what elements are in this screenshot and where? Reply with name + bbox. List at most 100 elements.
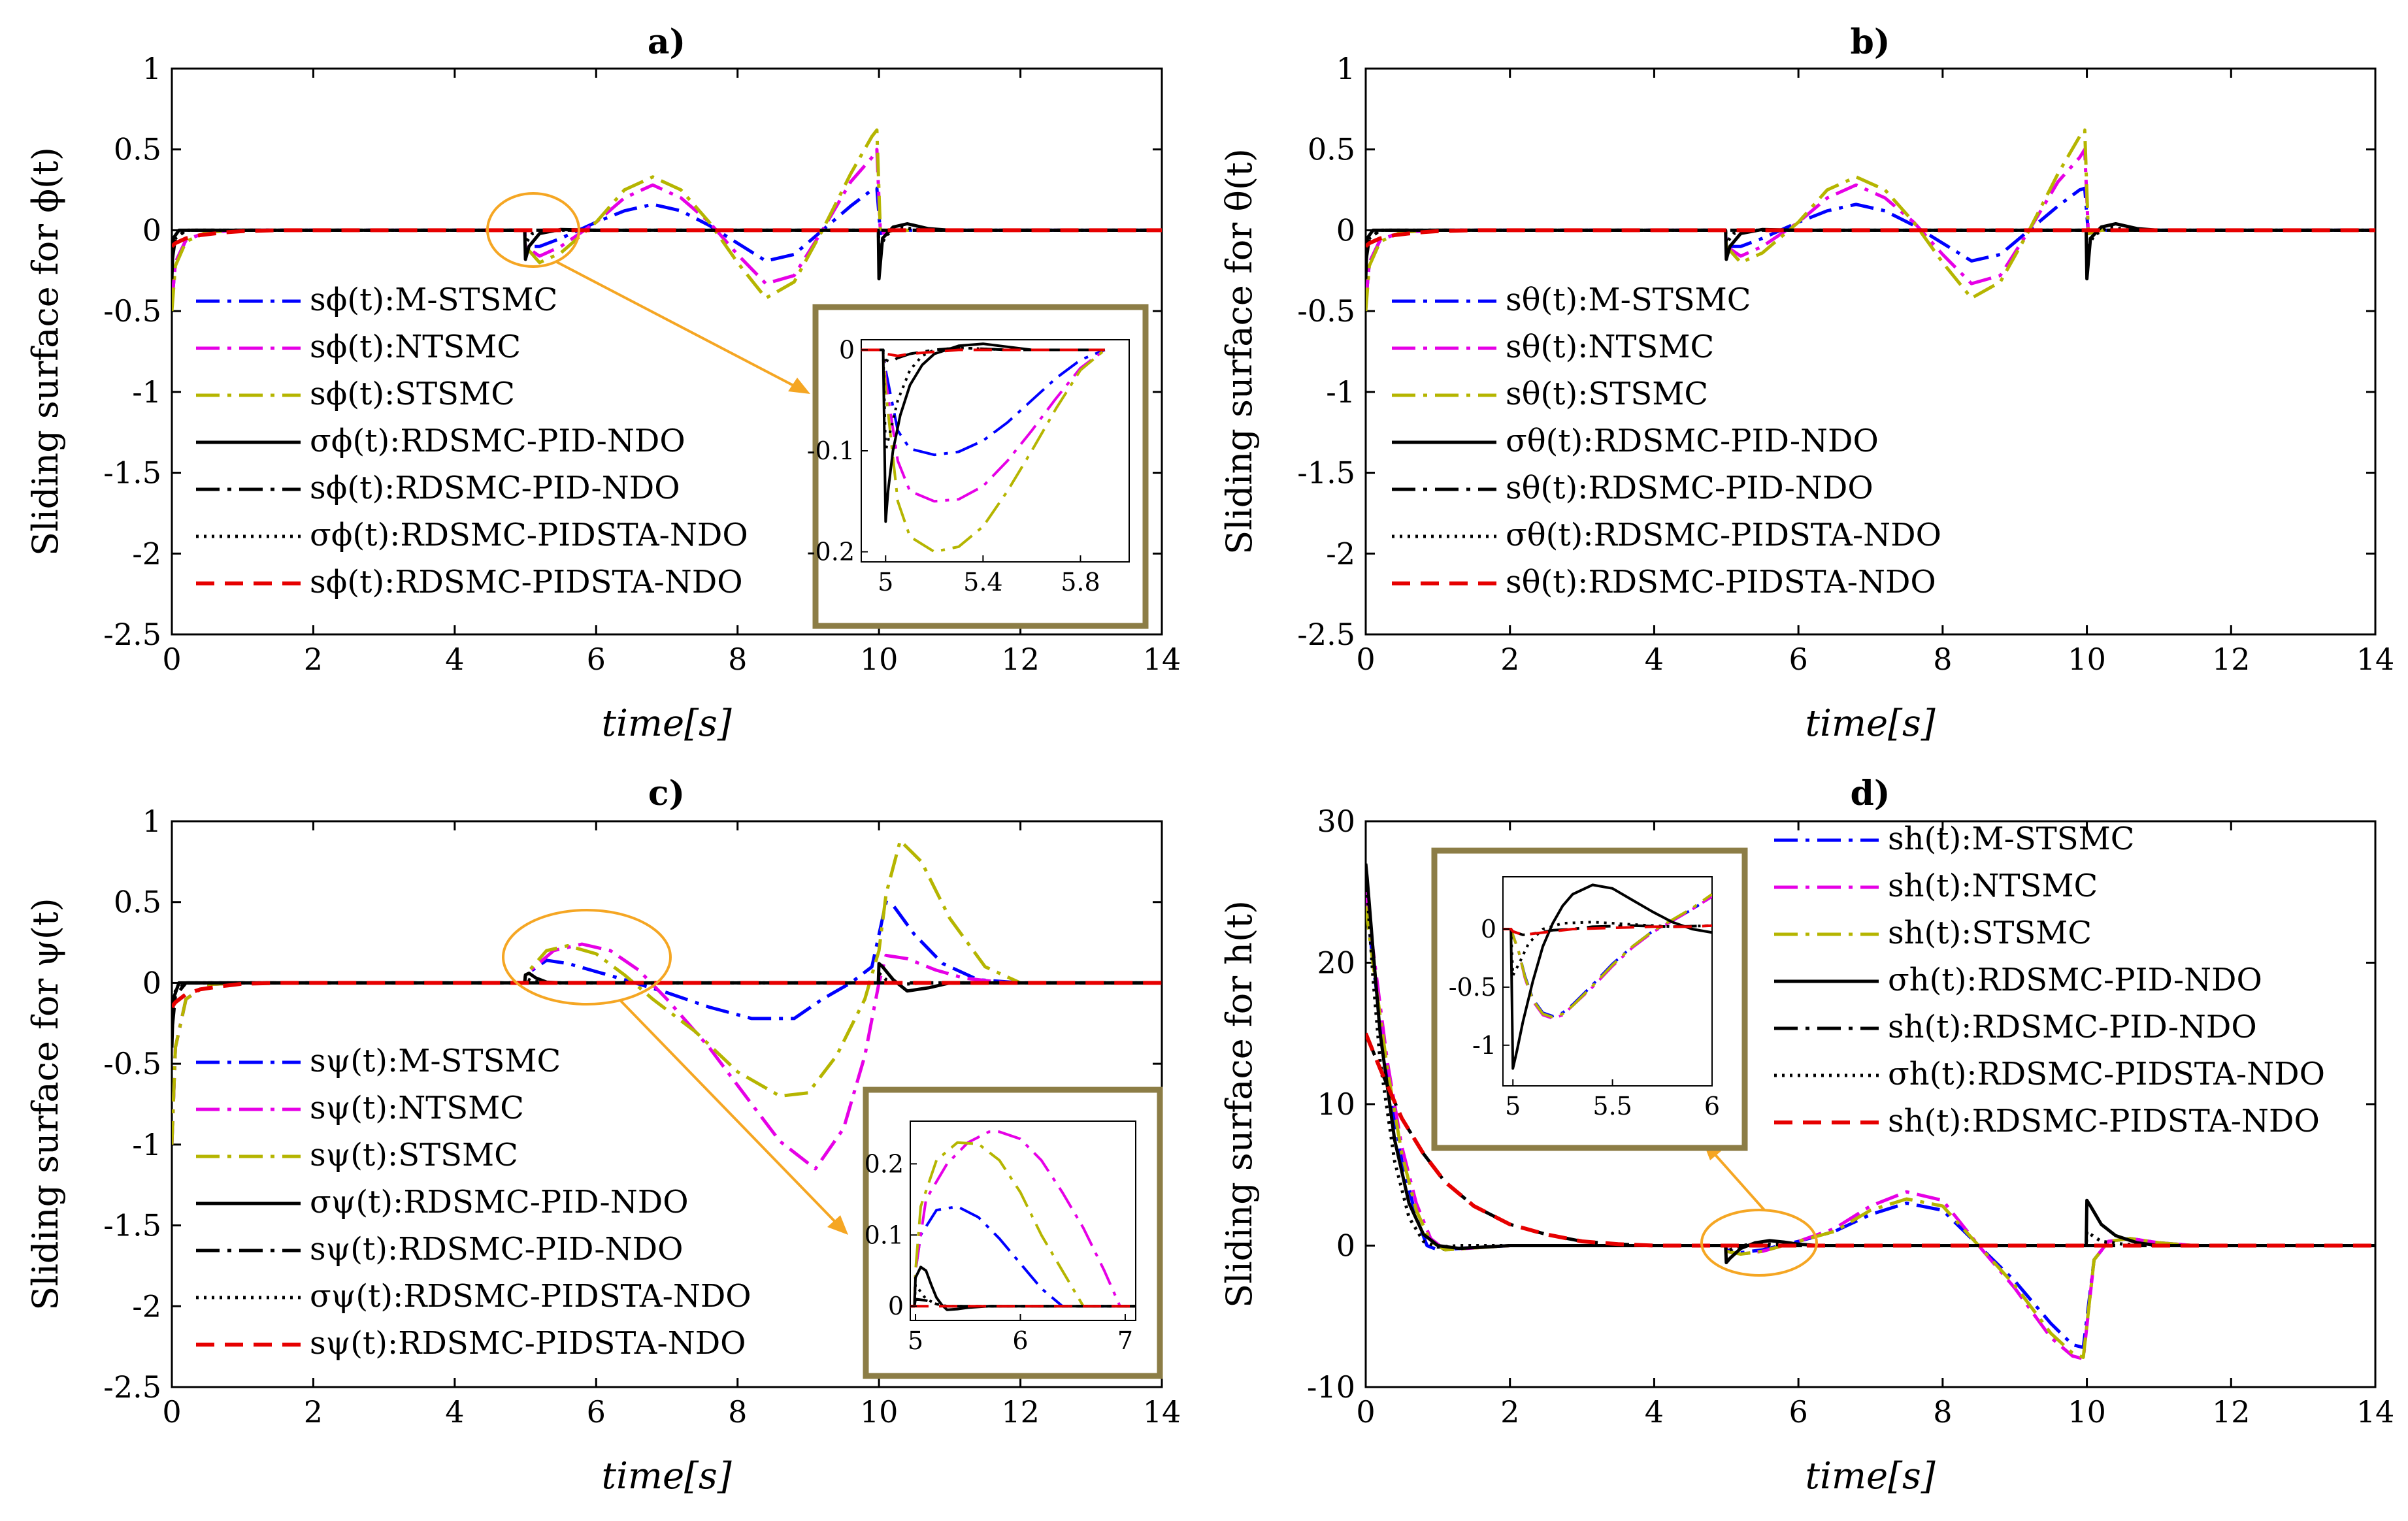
- panel-d-inset-series-line: [1503, 883, 1712, 1070]
- panel-a-ticks: 0 2 4 6 8 10 12 14 -2.5 -2 -1.5 -1 -0.5 0 0.5 1: [103, 51, 1181, 677]
- panel-d-callout-ellipse: [1700, 1209, 1818, 1277]
- panel-a-legend-label: σϕ(t):RDSMC-PIDSTA-NDO: [310, 517, 748, 553]
- panel-c-lines: [172, 839, 1162, 1171]
- panel-d: d) time[s] Sliding surface for h(t) 0 2 4 6…: [1219, 774, 2394, 1497]
- panel-d-xtick-label: 14: [2356, 1394, 2395, 1430]
- panel-d-ytick-label: 30: [1317, 804, 1355, 839]
- panel-d-xtick-label: 12: [2212, 1394, 2251, 1430]
- panel-c: c) time[s] Sliding surface for ψ(t) 0 2 4 6…: [25, 774, 1181, 1497]
- panel-a-legend: sϕ(t):M-STSMC sϕ(t):NTSMC sϕ(t):STSMC σϕ(t)…: [196, 282, 748, 600]
- panel-c-series-line: [172, 839, 1162, 1145]
- panel-b-legend-label: σθ(t):RDSMC-PIDSTA-NDO: [1506, 517, 1941, 553]
- panel-d-legend-label: sh(t):NTSMC: [1888, 868, 2098, 904]
- panel-b-ytick-label: -1.5: [1297, 455, 1355, 491]
- panel-b-ylabel: Sliding surface for θ(t): [1219, 148, 1260, 555]
- panel-a-xtick-label: 4: [445, 642, 464, 677]
- panel-a-title: a): [648, 22, 685, 62]
- panel-c-xtick-label: 6: [587, 1394, 606, 1430]
- panel-b-xtick-label: 10: [2068, 642, 2106, 677]
- panel-c-xtick-label: 0: [162, 1394, 181, 1430]
- panel-c-xtick-label: 8: [728, 1394, 747, 1430]
- panel-d-inset-series-line: [1503, 924, 1712, 936]
- panel-d-ytick-label: 20: [1317, 945, 1355, 981]
- panel-a-series-line: [172, 228, 1162, 248]
- panel-b-xtick-label: 0: [1356, 642, 1375, 677]
- panel-d-inset-ytick-label: -0.5: [1449, 973, 1496, 1002]
- panel-d-inset: 5 5.5 6 -1 -0.5 0: [1431, 847, 1748, 1151]
- panel-a-xtick-label: 10: [860, 642, 899, 677]
- panel-d-legend-label: sh(t):STSMC: [1888, 915, 2092, 951]
- panel-c-inset-xtick-label: 6: [1012, 1326, 1028, 1355]
- panel-a-inset-lines: [861, 342, 1106, 553]
- panel-a-inset-series-line: [861, 342, 1105, 523]
- panel-c-xtick-label: 2: [304, 1394, 323, 1430]
- panel-d-xtick-label: 10: [2068, 1394, 2106, 1430]
- panel-a-inset-ytick-label: 0: [839, 335, 855, 364]
- panel-b-legend-label: sθ(t):RDSMC-PID-NDO: [1506, 470, 1873, 506]
- panel-a-series-line: [172, 148, 1162, 304]
- panel-c-xtick-label: 4: [445, 1394, 464, 1430]
- panel-c-xlabel: time[s]: [601, 1455, 731, 1497]
- panel-c-legend-label: σψ(t):RDSMC-PIDSTA-NDO: [310, 1278, 751, 1315]
- panel-a-callout-arrowhead: [788, 378, 810, 394]
- panel-b-xtick-label: 8: [1933, 642, 1952, 677]
- panel-a-inset-series-line: [861, 348, 1106, 457]
- panel-d-xtick-label: 0: [1356, 1394, 1375, 1430]
- panel-c-ytick-label: 1: [142, 804, 161, 839]
- panel-b-series-line: [1366, 228, 2375, 248]
- panel-c-inset-lines: [910, 1130, 1136, 1311]
- panel-d-series-line: [1366, 863, 2375, 1264]
- panel-b-lines: [1366, 128, 2375, 312]
- panel-c-callout-arrowhead: [827, 1215, 848, 1235]
- panel-d-inset-ytick-label: -1: [1472, 1031, 1496, 1060]
- panel-d-inset-xtick-label: 5.5: [1592, 1092, 1632, 1120]
- panel-a-legend-label: sϕ(t):M-STSMC: [310, 282, 557, 318]
- panel-b-ytick-label: -2: [1326, 536, 1355, 571]
- panel-c-series-line: [172, 900, 1162, 1145]
- panel-b: b) time[s] Sliding surface for θ(t) 0 2 4 6…: [1219, 22, 2394, 745]
- panel-b-xtick-label: 14: [2356, 642, 2395, 677]
- panel-c-xtick-label: 12: [1001, 1394, 1040, 1430]
- panel-a-inset-series-line: [861, 348, 1105, 357]
- panel-c-inset-ytick-label: 0: [888, 1292, 904, 1320]
- panel-d-series-line: [1366, 906, 2375, 1359]
- panel-d-ytick-label: 0: [1336, 1228, 1355, 1264]
- panel-b-xtick-label: 6: [1789, 642, 1808, 677]
- panel-c-title: c): [648, 774, 685, 813]
- panel-a-inset-xtick-label: 5.4: [963, 568, 1002, 597]
- panel-c-series-line: [172, 981, 1162, 1009]
- panel-a-xtick-label: 12: [1001, 642, 1040, 677]
- panel-d-inset-axes: [1502, 876, 1713, 1087]
- panel-a-xtick-label: 14: [1143, 642, 1181, 677]
- panel-b-axes-box: [1364, 67, 2377, 636]
- panel-a-inset: 5 5.4 5.8 -0.2 -0.1 0: [807, 304, 1149, 629]
- panel-b-xlabel: time[s]: [1805, 702, 1935, 745]
- panel-c-callout-arrow: [619, 1000, 836, 1223]
- panel-c-xtick-label: 10: [860, 1394, 899, 1430]
- panel-b-ytick-label: -1: [1326, 374, 1355, 410]
- panel-a-inset-xtick-label: 5.8: [1061, 568, 1100, 597]
- panel-d-xlabel: time[s]: [1805, 1455, 1935, 1497]
- panel-c-ylabel: Sliding surface for ψ(t): [25, 898, 66, 1310]
- panel-a-xtick-label: 0: [162, 642, 181, 677]
- panel-d-ytick-label: 10: [1317, 1087, 1355, 1122]
- panel-c-xtick-label: 14: [1143, 1394, 1181, 1430]
- panel-d-xtick-label: 4: [1645, 1394, 1664, 1430]
- panel-c-callout-ellipse: [502, 909, 672, 1006]
- panel-d-inset-series-line: [1503, 921, 1712, 977]
- panel-d-callout-arrow: [1711, 1150, 1766, 1211]
- panel-a: a) time[s] Sliding surface for ϕ(t) 0 2 4 6…: [25, 22, 1181, 745]
- panel-b-legend-label: sθ(t):M-STSMC: [1506, 282, 1751, 318]
- panel-b-xtick-label: 2: [1500, 642, 1519, 677]
- panel-a-inset-axes: [861, 339, 1130, 563]
- panel-a-ytick-label: 0.5: [114, 132, 161, 167]
- panel-d-legend-label: sh(t):RDSMC-PIDSTA-NDO: [1888, 1103, 2320, 1139]
- panel-d-xtick-label: 8: [1933, 1394, 1952, 1430]
- panel-c-ytick-label: -2.5: [103, 1369, 161, 1405]
- panel-a-legend-label: sϕ(t):STSMC: [310, 376, 515, 412]
- panel-c-legend-label: sψ(t):RDSMC-PIDSTA-NDO: [310, 1325, 746, 1362]
- panel-d-series-line: [1366, 863, 2375, 1253]
- panel-b-ytick-label: -2.5: [1297, 617, 1355, 652]
